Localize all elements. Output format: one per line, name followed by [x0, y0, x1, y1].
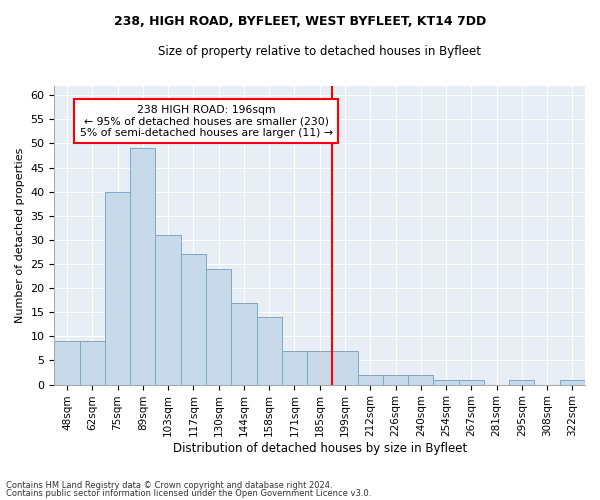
Bar [206, 269, 231, 384]
Bar [80, 341, 105, 384]
Bar [307, 351, 332, 384]
Bar [509, 380, 535, 384]
Bar [433, 380, 458, 384]
Bar [55, 341, 80, 384]
Text: 238 HIGH ROAD: 196sqm
← 95% of detached houses are smaller (230)
5% of semi-deta: 238 HIGH ROAD: 196sqm ← 95% of detached … [80, 105, 332, 138]
Bar [257, 317, 282, 384]
Bar [332, 351, 358, 384]
Bar [181, 254, 206, 384]
Bar [408, 375, 433, 384]
Bar [282, 351, 307, 384]
Bar [458, 380, 484, 384]
Bar [560, 380, 585, 384]
Bar [383, 375, 408, 384]
Text: Contains HM Land Registry data © Crown copyright and database right 2024.: Contains HM Land Registry data © Crown c… [6, 481, 332, 490]
Bar [105, 192, 130, 384]
Title: Size of property relative to detached houses in Byfleet: Size of property relative to detached ho… [158, 45, 481, 58]
Bar [358, 375, 383, 384]
Text: 238, HIGH ROAD, BYFLEET, WEST BYFLEET, KT14 7DD: 238, HIGH ROAD, BYFLEET, WEST BYFLEET, K… [114, 15, 486, 28]
Bar [155, 235, 181, 384]
Y-axis label: Number of detached properties: Number of detached properties [15, 148, 25, 323]
Bar [231, 302, 257, 384]
Text: Contains public sector information licensed under the Open Government Licence v3: Contains public sector information licen… [6, 488, 371, 498]
Bar [130, 148, 155, 384]
X-axis label: Distribution of detached houses by size in Byfleet: Distribution of detached houses by size … [173, 442, 467, 455]
